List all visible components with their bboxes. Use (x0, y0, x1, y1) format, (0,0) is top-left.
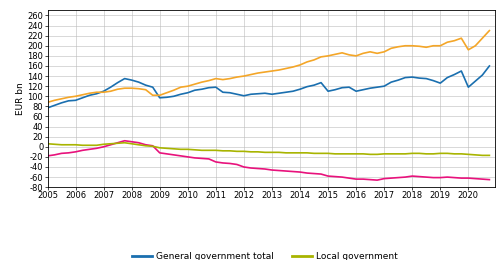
Legend: General government total, Central government, Local government, Social security : General government total, Central govern… (128, 248, 414, 260)
Y-axis label: EUR bn: EUR bn (16, 82, 24, 115)
